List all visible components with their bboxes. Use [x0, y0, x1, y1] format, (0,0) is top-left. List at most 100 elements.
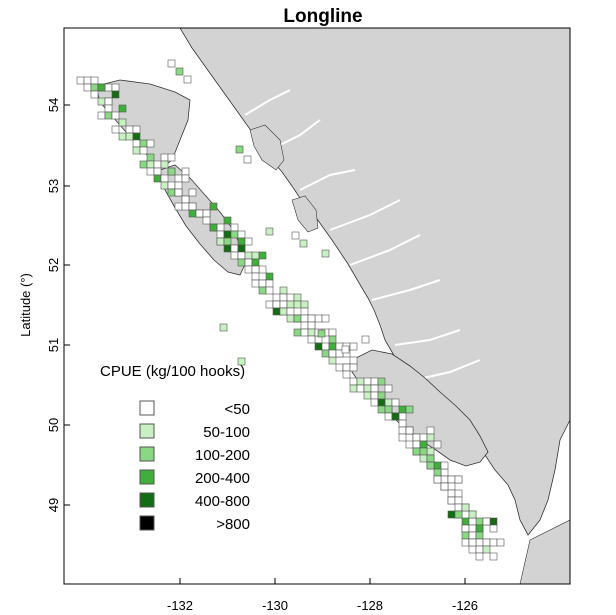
cpue-cell [237, 230, 246, 239]
cpue-cell [174, 188, 183, 197]
cpue-cell [426, 454, 435, 463]
cpue-cell [118, 118, 127, 127]
cpue-cell [314, 342, 323, 351]
cpue-cell [321, 342, 330, 351]
cpue-cell [202, 209, 211, 218]
cpue-cell [475, 531, 484, 540]
cpue-cell [419, 454, 428, 463]
cpue-cell [370, 384, 379, 393]
cpue-cell [181, 167, 190, 176]
cpue-cell [265, 272, 274, 281]
cpue-cells [76, 59, 505, 561]
cpue-cell [146, 153, 155, 162]
cpue-cell [468, 524, 477, 533]
cpue-cell [447, 475, 456, 484]
cpue-cell [349, 342, 358, 351]
cpue-cell [258, 286, 267, 295]
cpue-cell [293, 300, 302, 309]
cpue-cell [342, 363, 351, 372]
cpue-cell [454, 489, 463, 498]
cpue-cell [160, 160, 169, 169]
cpue-cell [398, 412, 407, 421]
cpue-cell [398, 433, 407, 442]
x-tick-label: -128 [357, 598, 383, 613]
cpue-cell [216, 223, 225, 232]
cpue-cell [328, 349, 337, 358]
cpue-cell [286, 307, 295, 316]
cpue-cell [307, 328, 316, 337]
cpue-cell [454, 503, 463, 512]
cpue-cell [97, 83, 106, 92]
cpue-cell [419, 447, 428, 456]
cpue-cell [314, 314, 323, 323]
cpue-cell [216, 230, 225, 239]
cpue-cell [209, 223, 218, 232]
cpue-cell [272, 307, 281, 316]
cpue-cell [160, 174, 169, 183]
cpue-cell [398, 419, 407, 428]
cpue-cell [475, 524, 484, 533]
cpue-cell [174, 181, 183, 190]
cpue-cell [299, 239, 308, 248]
cpue-cell [272, 300, 281, 309]
cpue-cell [76, 76, 85, 85]
cpue-cell [90, 90, 99, 99]
cpue-cell [293, 328, 302, 337]
cpue-cell [174, 174, 183, 183]
island-south [519, 519, 570, 584]
x-tick-label: -130 [262, 598, 288, 613]
cpue-cell [482, 545, 491, 554]
y-axis-label: Latitude (°) [18, 273, 33, 337]
cpue-cell [489, 517, 498, 526]
island-banks [249, 124, 285, 171]
cpue-cell [349, 384, 358, 393]
cpue-cell [447, 496, 456, 505]
cpue-cell [461, 517, 470, 526]
cpue-cell [237, 357, 246, 366]
cpue-cell [146, 167, 155, 176]
cpue-cell [291, 231, 300, 240]
cpue-cell [279, 300, 288, 309]
cpue-cell [391, 412, 400, 421]
cpue-cell [153, 167, 162, 176]
cpue-cell [433, 461, 442, 470]
cpue-cell [454, 475, 463, 484]
cpue-cell [235, 145, 244, 154]
cpue-cell [244, 237, 253, 246]
y-tick-label: 52 [46, 258, 61, 272]
cpue-cell [384, 398, 393, 407]
cpue-cell [475, 538, 484, 547]
cpue-cell [265, 279, 274, 288]
cpue-cell [405, 440, 414, 449]
cpue-cell [146, 160, 155, 169]
cpue-cell [146, 139, 155, 148]
cpue-cell [83, 83, 92, 92]
cpue-cell [321, 314, 330, 323]
cpue-cell [132, 139, 141, 148]
cpue-cell [356, 384, 365, 393]
cpue-cell [230, 244, 239, 253]
cpue-cell [377, 377, 386, 386]
cpue-cell [307, 314, 316, 323]
cpue-cell [265, 227, 274, 236]
cpue-cell [377, 391, 386, 400]
cpue-cell [153, 174, 162, 183]
map-title: Longline [283, 6, 362, 27]
legend-swatch [139, 469, 155, 485]
cpue-cell [349, 356, 358, 365]
cpue-cell [447, 510, 456, 519]
cpue-cell [279, 293, 288, 302]
cpue-cell [447, 482, 456, 491]
cpue-cell [349, 377, 358, 386]
cpue-cell [482, 538, 491, 547]
cpue-cell [83, 76, 92, 85]
cpue-cell [321, 349, 330, 358]
cpue-cell [321, 249, 330, 258]
cpue-cell [363, 377, 372, 386]
cpue-cell [90, 76, 99, 85]
x-axis: -132 -130 -128 -126 [167, 578, 478, 613]
legend-swatch [139, 400, 155, 416]
cpue-cell [97, 111, 106, 120]
cpue-cell [461, 524, 470, 533]
